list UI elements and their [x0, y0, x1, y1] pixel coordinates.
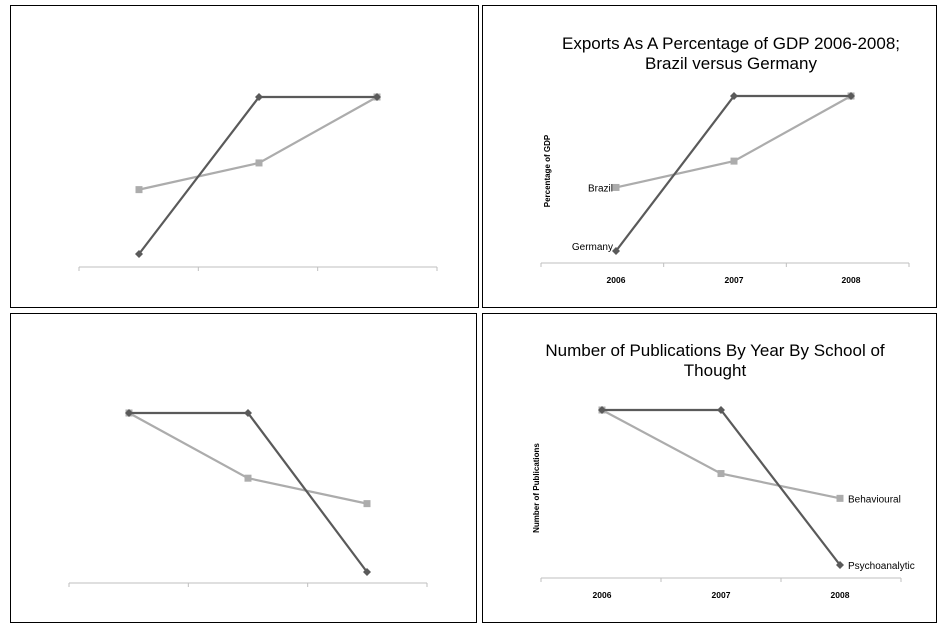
series-line [138, 96, 378, 191]
series-point-diamond [363, 568, 371, 576]
series-point-diamond [255, 93, 263, 101]
x-tick-label: 2008 [831, 590, 850, 600]
series-line [129, 411, 368, 573]
series-name-label: Psychoanalytic [848, 561, 915, 572]
series-point-diamond [244, 409, 252, 417]
series-point-square [135, 186, 143, 194]
x-tick-label: 2008 [842, 275, 861, 285]
series-point-square [612, 183, 620, 191]
series-point-square [244, 474, 252, 482]
chart-title-line: Number of Publications By Year By School… [545, 341, 885, 360]
chart-panel-bottom-right: Number of Publications By Year By School… [482, 313, 937, 623]
series-line [601, 409, 841, 500]
x-tick-label: 2006 [607, 275, 626, 285]
y-axis-label: Percentage of GDP [543, 134, 552, 207]
series-point-diamond [135, 250, 143, 258]
series-line [615, 94, 851, 252]
chart-svg-bottom-left [68, 409, 428, 587]
series-line [615, 95, 852, 189]
chart-svg-top-left [78, 93, 438, 271]
chart-svg-top-right: Exports As A Percentage of GDP 2006-2008… [540, 34, 910, 285]
series-point-diamond [598, 406, 606, 414]
series-point-square [255, 159, 263, 167]
series-point-diamond [847, 92, 855, 100]
chart-panel-top-right: Exports As A Percentage of GDP 2006-2008… [482, 5, 937, 308]
chart-title-line: Thought [684, 361, 747, 380]
series-name-label: Germany [572, 242, 613, 253]
x-tick-label: 2006 [593, 590, 612, 600]
chart-svg-bottom-right: Number of Publications By Year By School… [532, 341, 915, 600]
x-tick-label: 2007 [725, 275, 744, 285]
chart-title-line: Exports As A Percentage of GDP 2006-2008… [562, 34, 900, 53]
series-name-label: Brazil [588, 183, 613, 194]
series-point-diamond [717, 406, 725, 414]
series-point-diamond [373, 93, 381, 101]
series-name-label: Behavioural [848, 494, 901, 505]
series-point-square [363, 500, 371, 508]
series-point-diamond [612, 247, 620, 255]
series-line [602, 408, 841, 566]
chart-panel-bottom-left [10, 313, 477, 623]
series-point-square [717, 470, 725, 478]
series-point-diamond [836, 561, 844, 569]
chart-panel-top-left [10, 5, 479, 308]
y-axis-label: Number of Publications [532, 443, 541, 533]
chart-title-line: Brazil versus Germany [645, 54, 817, 73]
series-point-square [730, 157, 738, 165]
x-tick-label: 2007 [712, 590, 731, 600]
series-point-diamond [125, 409, 133, 417]
series-line [128, 412, 368, 505]
series-point-square [836, 494, 844, 502]
series-line [138, 95, 377, 255]
series-point-diamond [730, 92, 738, 100]
